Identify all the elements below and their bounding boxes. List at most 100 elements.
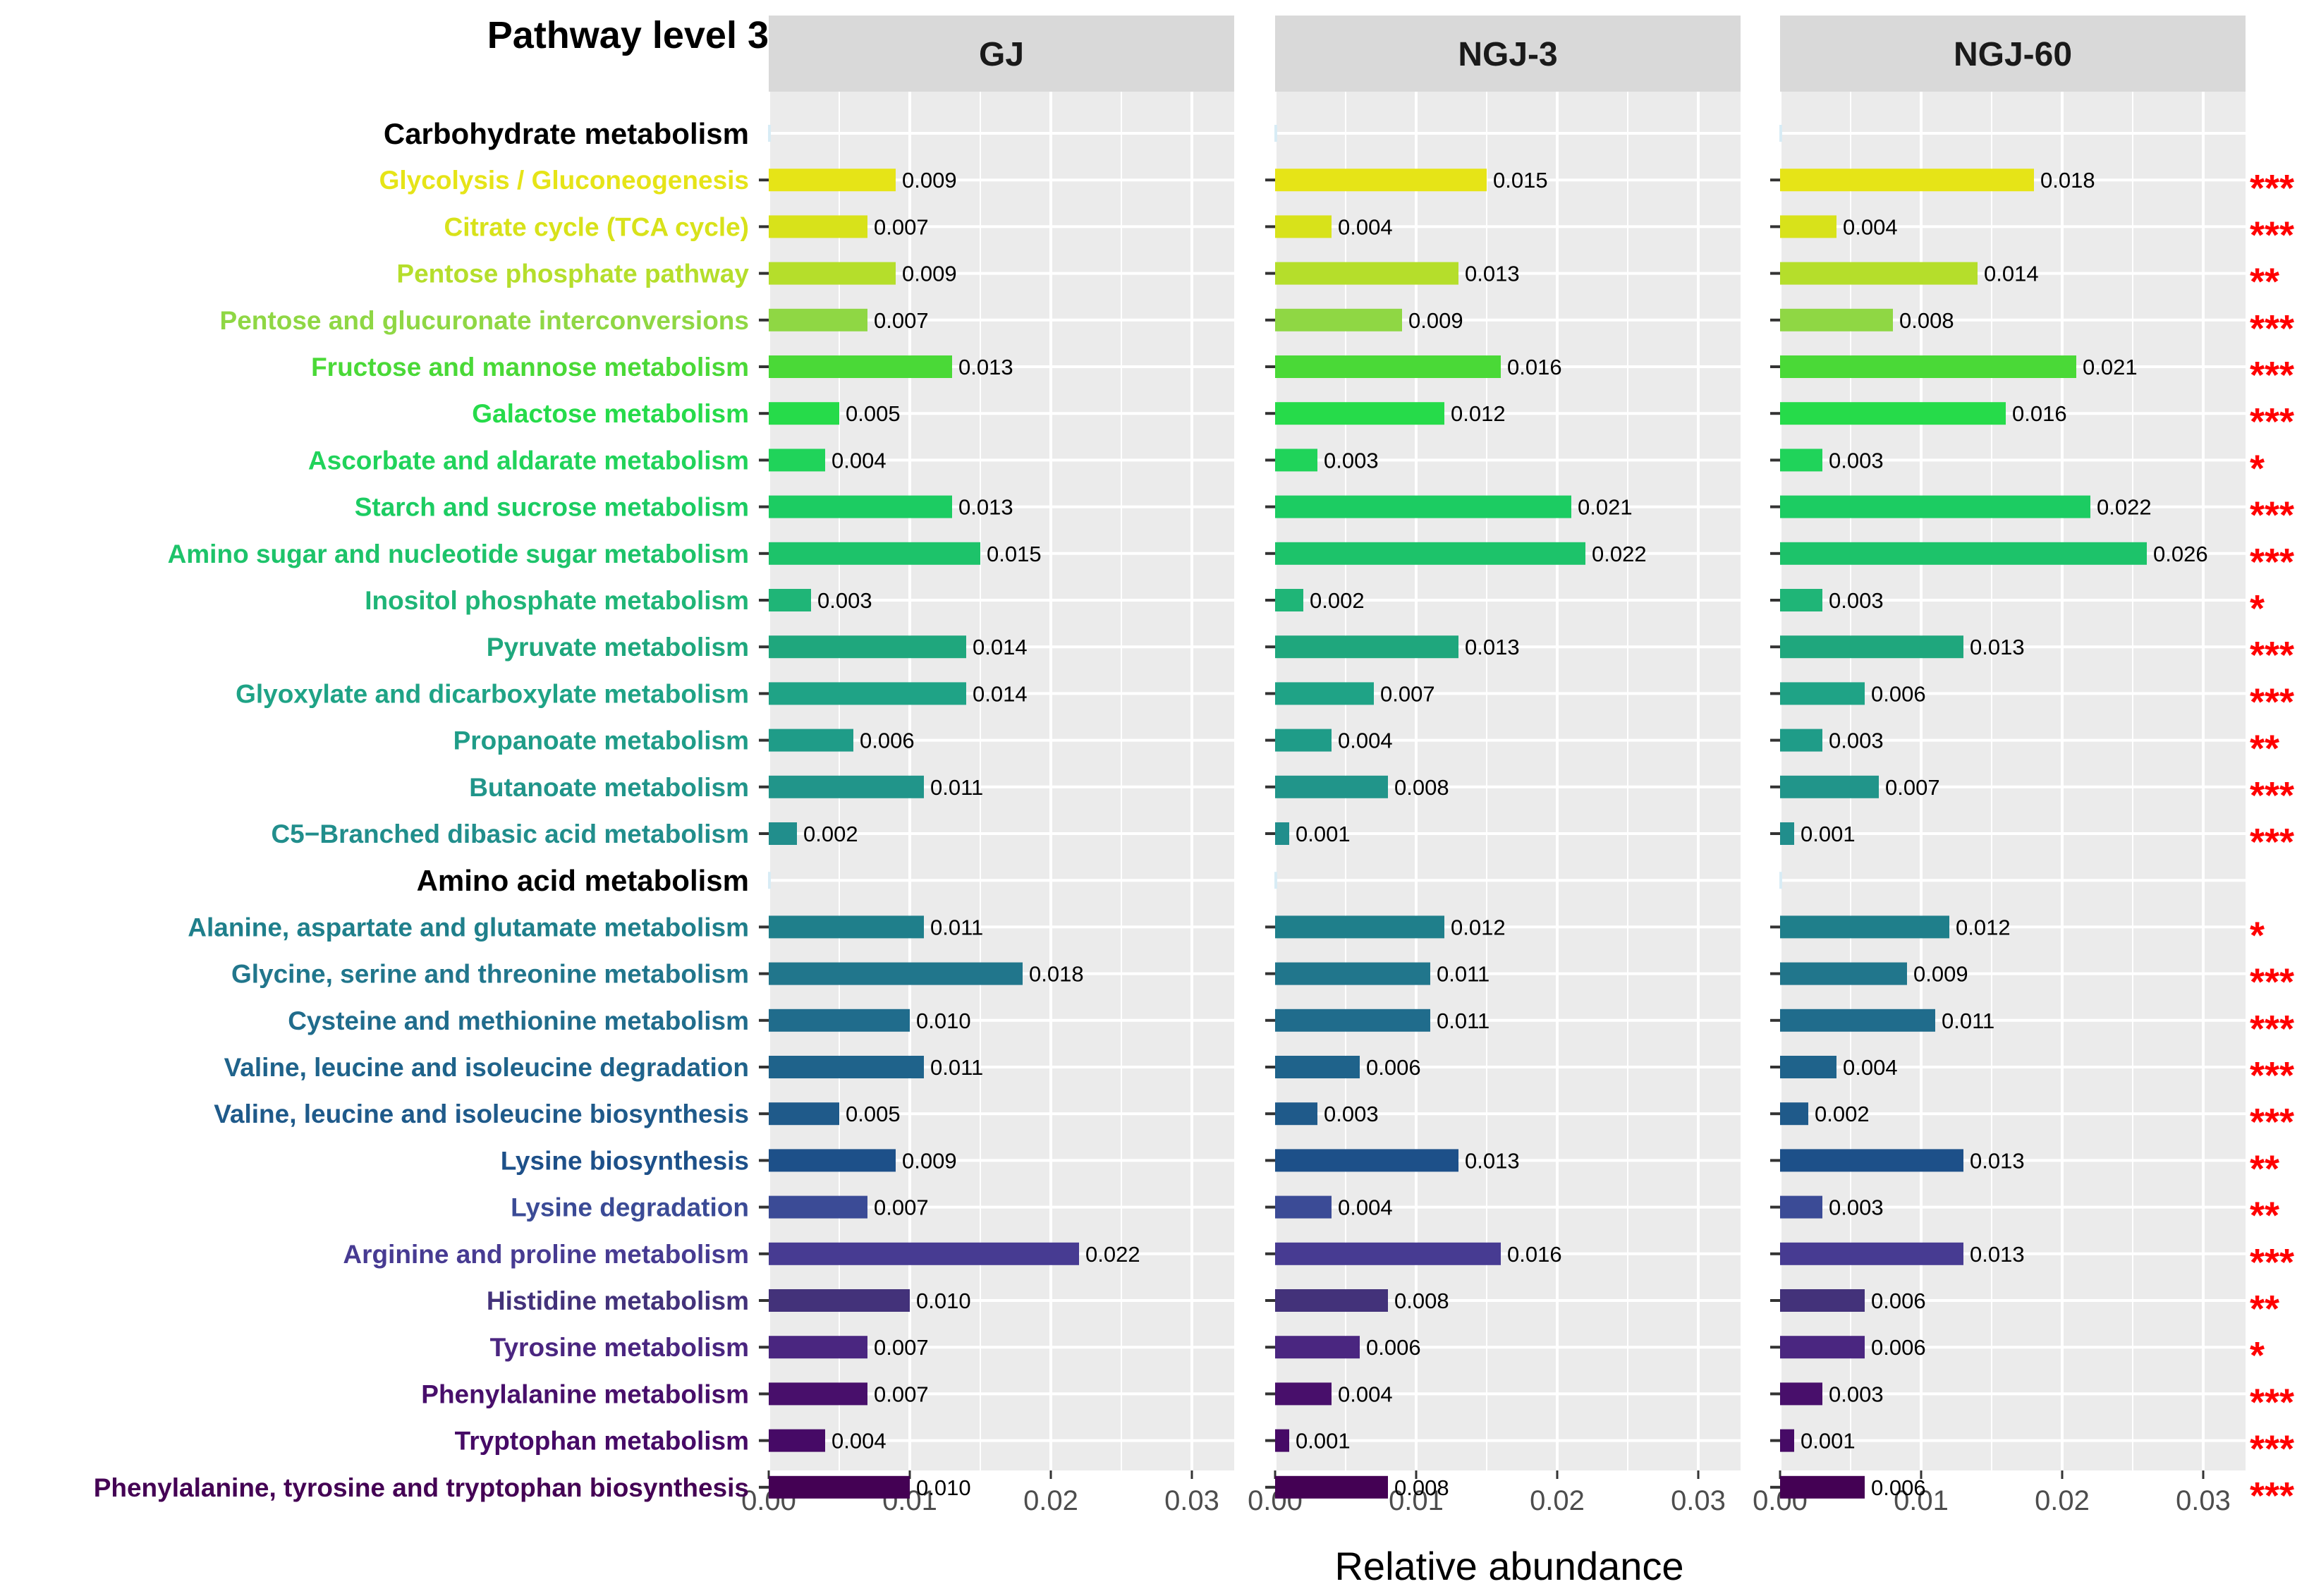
bar	[769, 169, 896, 192]
bar-value-label: 0.022	[1592, 542, 1647, 566]
bar	[1780, 775, 1879, 798]
bar	[769, 1429, 825, 1452]
bar	[1780, 1429, 1794, 1452]
bar-value-label: 0.003	[817, 588, 872, 613]
bar	[1275, 1195, 1332, 1219]
x-tick-label: 0.02	[1023, 1485, 1078, 1516]
bar-value-label: 0.011	[930, 915, 983, 939]
bar-value-label: 0.018	[2040, 168, 2095, 193]
significance-marker: ***	[2250, 1008, 2294, 1050]
row-label: Arginine and proline metabolism	[343, 1240, 749, 1269]
bar	[1780, 1102, 1808, 1126]
bar-value-label: 0.004	[1843, 214, 1898, 239]
bar-value-label: 0.007	[1380, 681, 1435, 706]
bar-value-label: 0.008	[1899, 308, 1954, 333]
significance-marker: ***	[2250, 494, 2294, 537]
bar-value-label: 0.011	[930, 775, 983, 800]
bar	[769, 915, 924, 939]
bar	[1780, 1009, 1935, 1032]
bar	[1780, 729, 1822, 752]
bar-value-label: 0.006	[1871, 681, 1926, 706]
bar-value-label: 0.008	[1394, 1475, 1449, 1500]
bar	[1780, 962, 1907, 985]
bar-value-label: 0.003	[1324, 1102, 1379, 1126]
significance-marker: *	[2250, 587, 2265, 630]
panel-strip-label: GJ	[979, 36, 1024, 73]
bar	[769, 308, 867, 331]
significance-marker: **	[2250, 261, 2279, 303]
bar	[769, 1242, 1079, 1265]
bar-value-label: 0.014	[973, 635, 1028, 659]
bar-value-label: 0.003	[1829, 588, 1884, 613]
bar-value-label: 0.009	[902, 168, 957, 193]
bar	[1275, 1429, 1289, 1452]
row-label: Propanoate metabolism	[453, 726, 749, 755]
bar	[769, 1102, 839, 1126]
row-label: Pentose phosphate pathway	[396, 260, 749, 288]
bar	[769, 402, 839, 425]
row-label: Fructose and mannose metabolism	[311, 353, 749, 382]
bar-value-label: 0.014	[1984, 262, 2039, 286]
row-label: Ascorbate and aldarate metabolism	[308, 446, 749, 475]
panel-strip	[769, 16, 1234, 92]
row-label: Glyoxylate and dicarboxylate metabolism	[236, 679, 749, 708]
bar-value-label: 0.013	[958, 355, 1013, 379]
header-marker	[1274, 125, 1277, 142]
bar-value-label: 0.007	[874, 1335, 929, 1360]
bar-value-label: 0.004	[1843, 1055, 1898, 1080]
bar-value-label: 0.004	[831, 448, 887, 473]
bar-value-label: 0.006	[1366, 1055, 1421, 1080]
significance-marker: *	[2250, 447, 2265, 489]
bar	[769, 215, 867, 238]
bar-value-label: 0.013	[1465, 1148, 1520, 1173]
bar	[1780, 682, 1865, 705]
bar	[1275, 1336, 1360, 1359]
bar	[1275, 542, 1585, 565]
bar-value-label: 0.001	[1296, 1429, 1351, 1454]
bar	[1275, 1289, 1388, 1312]
bar-value-label: 0.018	[1029, 962, 1084, 987]
header-marker	[768, 872, 771, 889]
bar	[1780, 915, 1949, 939]
x-tick-label: 0.02	[1530, 1485, 1585, 1516]
bar-value-label: 0.007	[874, 214, 929, 239]
bar-value-label: 0.022	[1085, 1242, 1140, 1267]
bar	[1275, 962, 1430, 985]
row-label: Butanoate metabolism	[469, 773, 749, 802]
bar-value-label: 0.016	[1507, 355, 1562, 379]
panel-strip-label: NGJ-3	[1458, 36, 1557, 73]
bar-value-label: 0.004	[1338, 729, 1393, 753]
bar	[769, 682, 966, 705]
bar-value-label: 0.015	[987, 542, 1042, 566]
bar	[769, 1289, 910, 1312]
bar	[1275, 1382, 1332, 1406]
bar	[1780, 822, 1794, 845]
row-label: Phenylalanine metabolism	[421, 1379, 749, 1408]
significance-marker: ***	[2250, 1101, 2294, 1143]
significance-marker: *	[2250, 914, 2265, 956]
bar-value-label: 0.006	[1871, 1475, 1926, 1500]
bar	[1275, 822, 1289, 845]
bar-value-label: 0.016	[1507, 1242, 1562, 1267]
bar-value-label: 0.007	[874, 308, 929, 333]
bar-value-label: 0.012	[1451, 915, 1506, 939]
row-label: Starch and sucrose metabolism	[355, 493, 749, 522]
bar	[1780, 589, 1822, 611]
header-marker	[1274, 872, 1277, 889]
bar-value-label: 0.013	[1465, 635, 1520, 659]
bar	[769, 775, 924, 798]
significance-marker: ***	[2250, 1241, 2294, 1284]
bar	[1780, 1149, 1963, 1172]
bar-value-label: 0.003	[1829, 729, 1884, 753]
bar-value-label: 0.021	[2083, 355, 2138, 379]
row-label: Histidine metabolism	[487, 1286, 749, 1315]
bar	[1275, 915, 1444, 939]
row-label: Pentose and glucuronate interconversions	[220, 306, 749, 335]
bar	[1780, 635, 1963, 659]
bar-value-label: 0.011	[1437, 962, 1490, 987]
bar-value-label: 0.016	[2012, 401, 2067, 426]
bar-value-label: 0.006	[1871, 1289, 1926, 1313]
bar-value-label: 0.013	[1970, 635, 2025, 659]
significance-marker: ***	[2250, 961, 2294, 1004]
